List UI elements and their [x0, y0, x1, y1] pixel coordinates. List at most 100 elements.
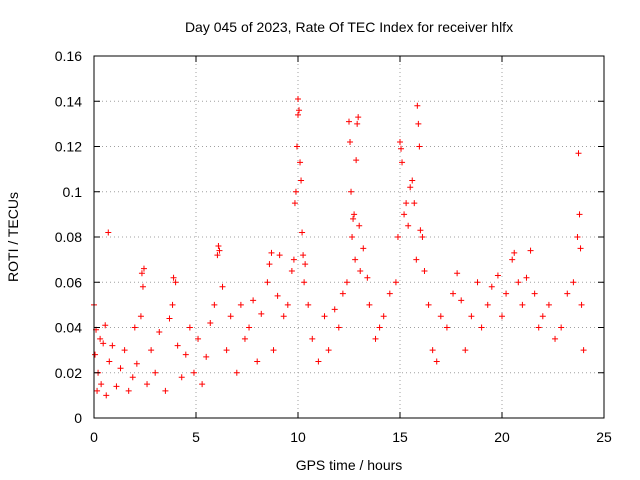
x-tick-label: 25 — [596, 429, 612, 445]
data-point — [305, 301, 312, 308]
data-point — [450, 290, 457, 297]
data-point — [246, 324, 253, 331]
data-point — [98, 381, 105, 388]
data-point — [94, 387, 101, 394]
data-point — [348, 188, 355, 195]
data-point — [509, 256, 516, 263]
data-point — [139, 283, 146, 290]
data-point — [394, 234, 401, 240]
data-point — [454, 270, 461, 277]
data-point — [433, 358, 440, 365]
data-point — [315, 358, 322, 365]
x-tick-label: 0 — [90, 429, 98, 445]
data-point — [266, 261, 273, 268]
data-point — [117, 365, 124, 372]
data-point — [250, 297, 257, 304]
data-point — [295, 111, 301, 118]
data-point — [258, 310, 265, 317]
data-point — [411, 200, 418, 207]
data-point — [503, 290, 510, 297]
data-point — [199, 381, 206, 388]
data-point — [174, 342, 181, 349]
data-point — [321, 313, 328, 320]
y-tick-labels: 0 0.02 0.04 0.06 0.08 0.1 0.12 0.14 0.16 — [55, 48, 82, 426]
data-point — [574, 234, 581, 240]
data-point — [356, 222, 363, 229]
data-point — [531, 290, 538, 297]
data-point — [478, 324, 485, 331]
y-tick-label: 0.04 — [55, 320, 82, 336]
data-point — [268, 249, 275, 256]
data-point — [186, 324, 193, 331]
data-point — [380, 313, 387, 320]
data-point — [109, 342, 116, 349]
data-point — [577, 245, 584, 252]
data-point — [352, 256, 359, 263]
data-point — [484, 301, 491, 308]
chart-title: Day 045 of 2023, Rate Of TEC Index for r… — [185, 19, 513, 35]
data-point — [264, 279, 271, 286]
data-point — [494, 272, 501, 279]
data-point — [309, 335, 316, 342]
data-point — [219, 283, 226, 290]
data-point — [156, 329, 163, 336]
x-tick-labels: 0 5 10 15 20 25 — [90, 429, 612, 445]
data-point — [284, 301, 291, 308]
data-point — [182, 351, 189, 358]
data-point — [372, 335, 379, 342]
data-point — [162, 387, 169, 394]
y-tick-label: 0.14 — [55, 93, 82, 109]
data-point — [535, 324, 542, 331]
data-point — [421, 267, 428, 274]
data-point — [564, 290, 571, 297]
data-point — [254, 358, 261, 365]
data-point — [364, 274, 371, 281]
data-point — [288, 267, 295, 274]
data-point — [458, 297, 465, 304]
data-point — [519, 301, 526, 308]
data-point — [140, 265, 147, 272]
data-point — [357, 267, 364, 274]
data-point — [325, 347, 332, 354]
data-point — [280, 313, 287, 320]
data-point — [523, 274, 530, 281]
data-point — [468, 313, 475, 320]
data-point — [558, 324, 565, 331]
data-point — [398, 145, 405, 152]
data-point — [366, 301, 373, 308]
data-point — [211, 301, 218, 308]
data-point — [292, 188, 299, 195]
data-point — [415, 120, 422, 127]
data-point — [97, 335, 104, 342]
data-point — [270, 347, 277, 354]
data-point — [443, 324, 450, 331]
data-point — [233, 369, 240, 376]
data-point — [515, 279, 522, 286]
data-point — [349, 234, 356, 240]
y-axis-label: ROTI / TECUs — [5, 192, 21, 282]
data-point — [131, 324, 138, 331]
data-point — [103, 392, 110, 399]
data-point — [392, 279, 399, 286]
data-point — [474, 279, 481, 286]
data-point — [360, 245, 367, 252]
data-point — [346, 118, 352, 125]
data-point — [576, 211, 583, 218]
data-point — [429, 347, 436, 354]
data-point — [545, 301, 552, 308]
x-tick-label: 10 — [290, 429, 306, 445]
axes-layer — [93, 55, 605, 419]
data-point — [100, 340, 107, 347]
data-point — [376, 324, 383, 331]
data-point — [425, 301, 432, 308]
y-tick-label: 0.08 — [55, 229, 82, 245]
data-point — [407, 184, 414, 191]
data-point — [129, 374, 136, 381]
y-tick-label: 0.12 — [55, 139, 82, 155]
y-tick-label: 0.06 — [55, 274, 82, 290]
data-point — [399, 159, 406, 166]
data-point — [552, 335, 559, 342]
data-point — [539, 313, 546, 320]
